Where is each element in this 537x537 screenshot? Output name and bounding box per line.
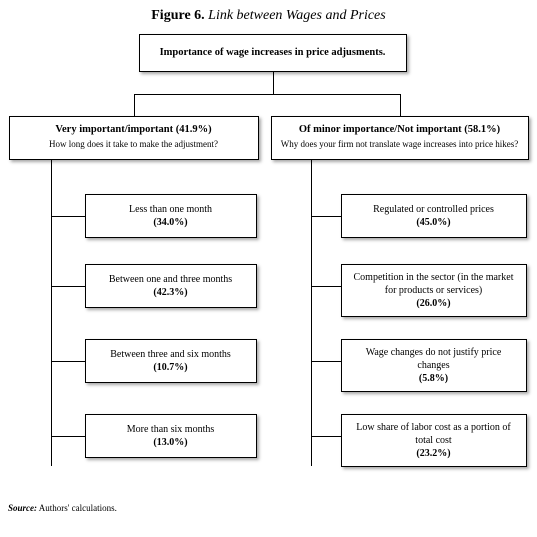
- conn-split-left-down: [134, 94, 135, 116]
- right-branch-node: Of minor importance/Not important (58.1%…: [271, 116, 529, 160]
- right-leaf-3: Low share of labor cost as a portion of …: [341, 414, 527, 467]
- left-conn-1: [51, 286, 85, 287]
- root-label: Importance of wage increases in price ad…: [160, 46, 386, 60]
- right-trunk: [311, 160, 312, 466]
- left-leaf-1: Between one and three months(42.3%): [85, 264, 257, 308]
- left-leaf-1-pct: (42.3%): [153, 286, 187, 299]
- left-conn-0: [51, 216, 85, 217]
- source-label: Source:: [8, 503, 37, 513]
- figure-title: Figure 6. Link between Wages and Prices: [8, 8, 529, 24]
- right-leaf-2-label: Wage changes do not justify price change…: [350, 346, 518, 372]
- right-conn-0: [311, 216, 341, 217]
- source-line: Source: Authors' calculations.: [8, 503, 529, 513]
- right-conn-2: [311, 361, 341, 362]
- figure-caption: Link between Wages and Prices: [208, 8, 386, 23]
- left-leaf-3: More than six months(13.0%): [85, 414, 257, 458]
- left-leaf-2-pct: (10.7%): [153, 361, 187, 374]
- left-trunk: [51, 160, 52, 466]
- left-leaf-0-pct: (34.0%): [153, 216, 187, 229]
- right-leaf-0-pct: (45.0%): [416, 216, 450, 229]
- right-leaf-1-label: Competition in the sector (in the market…: [350, 271, 518, 297]
- source-text: Authors' calculations.: [39, 503, 117, 513]
- left-leaf-2: Between three and six months(10.7%): [85, 339, 257, 383]
- left-leaf-0: Less than one month(34.0%): [85, 194, 257, 238]
- right-leaf-2: Wage changes do not justify price change…: [341, 339, 527, 392]
- conn-split-h: [134, 94, 400, 95]
- right-leaf-2-pct: (5.8%): [419, 372, 448, 385]
- right-conn-1: [311, 286, 341, 287]
- left-leaf-2-label: Between three and six months: [110, 348, 231, 361]
- right-leaf-1: Competition in the sector (in the market…: [341, 264, 527, 317]
- figure-number: Figure 6.: [151, 8, 204, 23]
- right-leaf-3-pct: (23.2%): [416, 447, 450, 460]
- conn-root-down: [273, 72, 274, 94]
- root-node: Importance of wage increases in price ad…: [139, 34, 407, 72]
- left-leaf-3-label: More than six months: [127, 423, 215, 436]
- right-leaf-0: Regulated or controlled prices(45.0%): [341, 194, 527, 238]
- right-conn-3: [311, 436, 341, 437]
- right-header: Of minor importance/Not important (58.1%…: [280, 123, 520, 137]
- left-conn-2: [51, 361, 85, 362]
- conn-split-right-down: [400, 94, 401, 116]
- left-leaf-1-label: Between one and three months: [109, 273, 232, 286]
- left-subquestion: How long does it take to make the adjust…: [18, 139, 250, 151]
- left-conn-3: [51, 436, 85, 437]
- left-branch-node: Very important/important (41.9%) How long…: [9, 116, 259, 160]
- right-leaf-0-label: Regulated or controlled prices: [373, 203, 494, 216]
- right-subquestion: Why does your firm not translate wage in…: [280, 139, 520, 151]
- flowchart: Importance of wage increases in price ad…: [9, 34, 529, 499]
- right-leaf-3-label: Low share of labor cost as a portion of …: [350, 421, 518, 447]
- right-leaf-1-pct: (26.0%): [416, 297, 450, 310]
- left-leaf-3-pct: (13.0%): [153, 436, 187, 449]
- left-leaf-0-label: Less than one month: [129, 203, 212, 216]
- left-header: Very important/important (41.9%): [18, 123, 250, 137]
